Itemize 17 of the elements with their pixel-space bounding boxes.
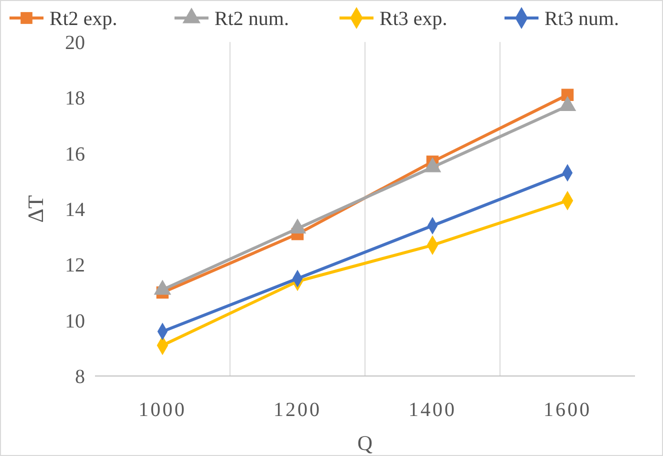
x-tick-label: 1600: [544, 399, 592, 421]
y-tick-label: 16: [65, 143, 85, 166]
y-tick-label: 20: [65, 32, 85, 54]
y-axis-title: ΔT: [23, 194, 48, 223]
legend-label: Rt2 exp.: [50, 8, 118, 30]
x-tick-label: 1200: [274, 399, 322, 421]
y-tick-label: 10: [65, 310, 85, 332]
legend-label: Rt3 exp.: [380, 8, 448, 30]
legend-label: Rt3 num.: [544, 8, 619, 30]
y-tick-label: 8: [75, 366, 85, 388]
x-tick-label: 1000: [138, 399, 186, 421]
y-tick-label: 12: [65, 254, 85, 277]
legend-label: Rt2 num.: [214, 8, 289, 30]
y-tick-label: 18: [65, 88, 85, 110]
x-axis-title: Q: [357, 431, 373, 455]
x-tick-label: 1400: [408, 399, 456, 421]
y-tick-label: 14: [65, 199, 85, 221]
